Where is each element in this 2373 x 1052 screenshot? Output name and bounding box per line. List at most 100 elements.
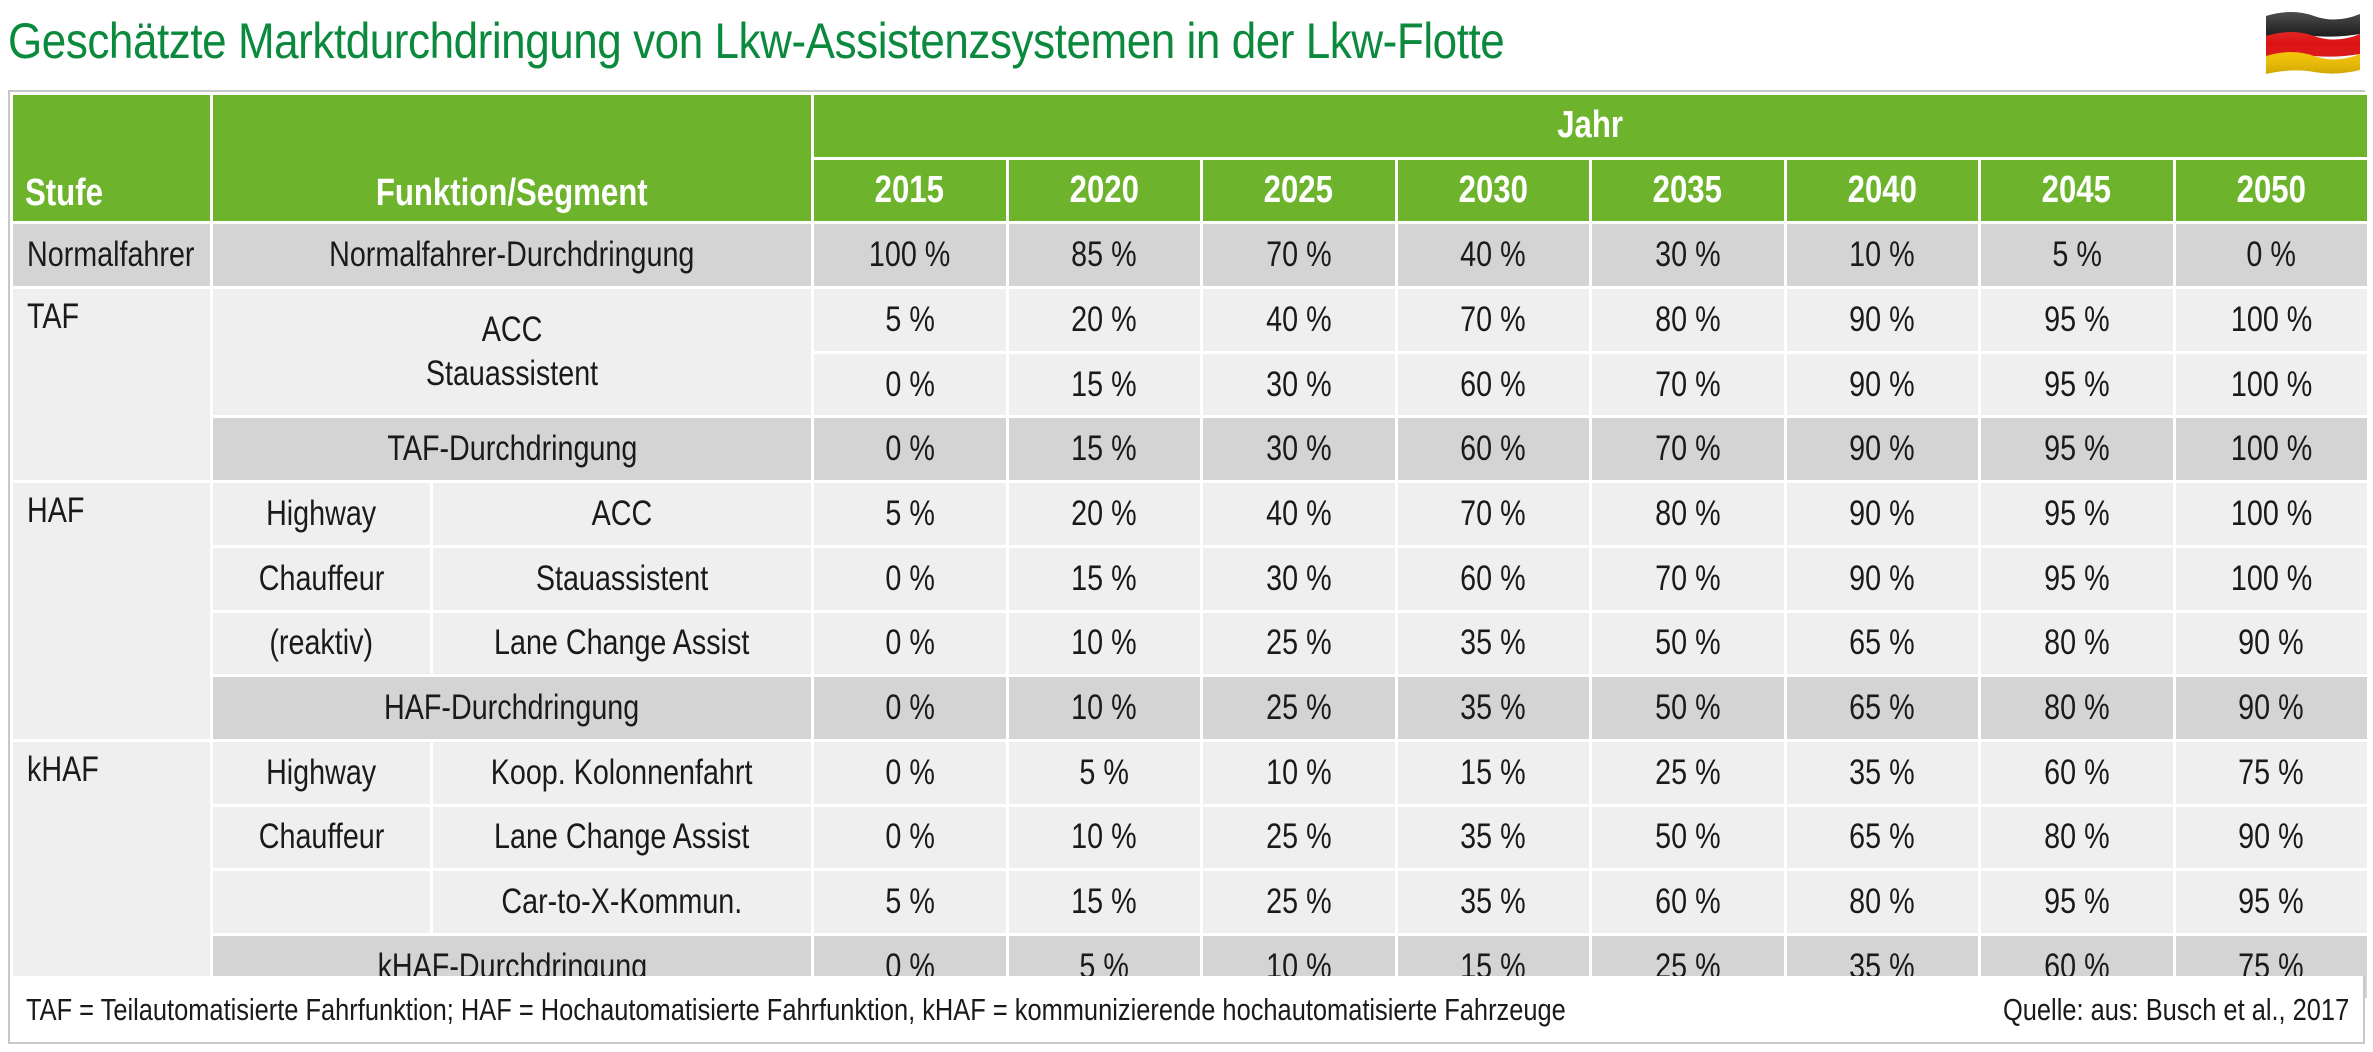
value-cell: 5 % — [811, 868, 1009, 936]
table-row: Normalfahrer Normalfahrer-Durchdringung … — [10, 221, 2371, 290]
table-row: TAF-Durchdringung 0 % 15 % 30 % 60 % 70 … — [12, 415, 2371, 484]
value-cell: 40 % — [1200, 286, 1398, 354]
value-cell: 0 % — [811, 803, 1009, 872]
penetration-table: Stufe Funktion/Segment Jahr 2015 2020 20… — [8, 90, 2371, 1003]
value-cell: 100 % — [2172, 286, 2371, 354]
value-cell: 90 % — [2172, 803, 2371, 872]
value-cell: 100 % — [2172, 480, 2371, 548]
value-cell: 70 % — [1394, 480, 1593, 548]
value-cell: 15 % — [1005, 544, 1204, 613]
value-cell: 100 % — [2172, 544, 2371, 613]
header-year: 2030 — [1394, 156, 1593, 225]
function-label: ACC — [429, 480, 815, 548]
value-cell: 95 % — [1978, 480, 2176, 548]
function-label: HAF-Durchdringung — [209, 674, 815, 742]
value-cell: 0 % — [811, 738, 1009, 807]
value-cell: 80 % — [1978, 609, 2176, 678]
segment-label-empty — [210, 868, 433, 936]
header-year: 2015 — [811, 156, 1009, 225]
header-stufe: Stufe — [10, 91, 213, 225]
segment-label: Chauffeur — [210, 544, 433, 613]
value-cell: 80 % — [1978, 803, 2176, 872]
function-label: Koop. Kolonnenfahrt — [429, 738, 815, 807]
value-cell: 30 % — [1200, 415, 1398, 484]
value-cell: 25 % — [1200, 803, 1398, 872]
header-funktion-segment: Funktion/Segment — [209, 91, 815, 225]
value-cell: 85 % — [1005, 221, 1204, 290]
value-cell: 0 % — [811, 350, 1009, 419]
value-cell: 10 % — [1005, 803, 1204, 872]
value-cell: 95 % — [1978, 544, 2176, 613]
value-cell: 90 % — [2172, 674, 2371, 742]
value-cell: 15 % — [1005, 415, 1204, 484]
value-cell: 60 % — [1394, 350, 1593, 419]
value-cell: 95 % — [1978, 350, 2176, 419]
value-cell: 100 % — [2172, 350, 2371, 419]
germany-flag-icon — [2262, 8, 2364, 76]
function-label: Stauassistent — [429, 544, 815, 613]
stufe-label: kHAF — [10, 738, 213, 1001]
value-cell: 80 % — [1589, 480, 1787, 548]
table-row: Chauffeur Stauassistent 0 % 15 % 30 % 60… — [12, 544, 2371, 613]
header-year: 2040 — [1783, 156, 1982, 225]
value-cell: 90 % — [2172, 609, 2371, 678]
value-cell: 65 % — [1783, 609, 1982, 678]
value-cell: 50 % — [1589, 609, 1787, 678]
value-cell: 30 % — [1200, 544, 1398, 613]
table-row: (reaktiv) Lane Change Assist 0 % 10 % 25… — [12, 609, 2371, 678]
value-cell: 40 % — [1394, 221, 1593, 290]
abbreviation-legend: TAF = Teilautomatisierte Fahrfunktion; H… — [26, 992, 1566, 1027]
value-cell: 95 % — [2172, 868, 2371, 936]
stufe-label: TAF — [10, 286, 213, 484]
table-row: kHAF Highway Koop. Kolonnenfahrt 0 % 5 %… — [10, 738, 2371, 1001]
value-cell: 0 % — [2172, 221, 2371, 290]
value-cell: 60 % — [1978, 738, 2176, 807]
header-jahr: Jahr — [811, 92, 2371, 160]
value-cell: 30 % — [1589, 221, 1787, 290]
value-cell: 20 % — [1005, 286, 1204, 354]
function-label: Lane Change Assist — [429, 609, 815, 678]
table-footer: TAF = Teilautomatisierte Fahrfunktion; H… — [8, 976, 2365, 1044]
value-cell: 60 % — [1394, 544, 1593, 613]
value-cell: 25 % — [1200, 674, 1398, 742]
stufe-label: HAF — [10, 480, 213, 742]
page-title: Geschätzte Marktdurchdringung von Lkw-As… — [8, 13, 1505, 69]
header-year: 2020 — [1005, 156, 1204, 225]
value-cell: 75 % — [2172, 738, 2371, 807]
table-row: 0 % 15 % 30 % 60 % 70 % 90 % 95 % 100 % — [12, 350, 2371, 419]
value-cell: 35 % — [1394, 868, 1593, 936]
value-cell: 65 % — [1783, 674, 1982, 742]
table-row: Car-to-X-Kommun. 5 % 15 % 25 % 35 % 60 %… — [12, 868, 2371, 936]
segment-label: (reaktiv) — [210, 609, 433, 678]
segment-label: Highway — [210, 738, 433, 807]
value-cell: 80 % — [1589, 286, 1787, 354]
value-cell: 25 % — [1200, 609, 1398, 678]
value-cell: 10 % — [1783, 221, 1982, 290]
value-cell: 15 % — [1005, 350, 1204, 419]
value-cell: 70 % — [1394, 286, 1593, 354]
value-cell: 10 % — [1005, 674, 1204, 742]
segment-label: Highway — [210, 480, 433, 548]
value-cell: 30 % — [1200, 350, 1398, 419]
value-cell: 5 % — [811, 286, 1009, 354]
function-label: ACC Stauassistent — [209, 286, 815, 419]
function-label: Car-to-X-Kommun. — [429, 868, 815, 936]
value-cell: 25 % — [1200, 868, 1398, 936]
value-cell: 60 % — [1394, 415, 1593, 484]
value-cell: 80 % — [1978, 674, 2176, 742]
table-row: HAF-Durchdringung 0 % 10 % 25 % 35 % 50 … — [12, 674, 2371, 742]
value-cell: 70 % — [1589, 350, 1787, 419]
value-cell: 5 % — [811, 480, 1009, 548]
value-cell: 10 % — [1200, 738, 1398, 807]
value-cell: 70 % — [1200, 221, 1398, 290]
value-cell: 80 % — [1783, 868, 1982, 936]
function-label: TAF-Durchdringung — [209, 415, 815, 484]
table-row: HAF Highway ACC 5 % 20 % 40 % 70 % 80 % … — [10, 480, 2371, 742]
value-cell: 70 % — [1589, 544, 1787, 613]
table-row: Chauffeur Lane Change Assist 0 % 10 % 25… — [12, 803, 2371, 872]
table-row: TAF ACC Stauassistent 5 % 20 % 40 % 70 %… — [10, 286, 2371, 484]
value-cell: 0 % — [811, 544, 1009, 613]
stufe-label: Normalfahrer — [10, 221, 213, 290]
header-year: 2050 — [2172, 156, 2371, 225]
value-cell: 100 % — [2172, 415, 2371, 484]
